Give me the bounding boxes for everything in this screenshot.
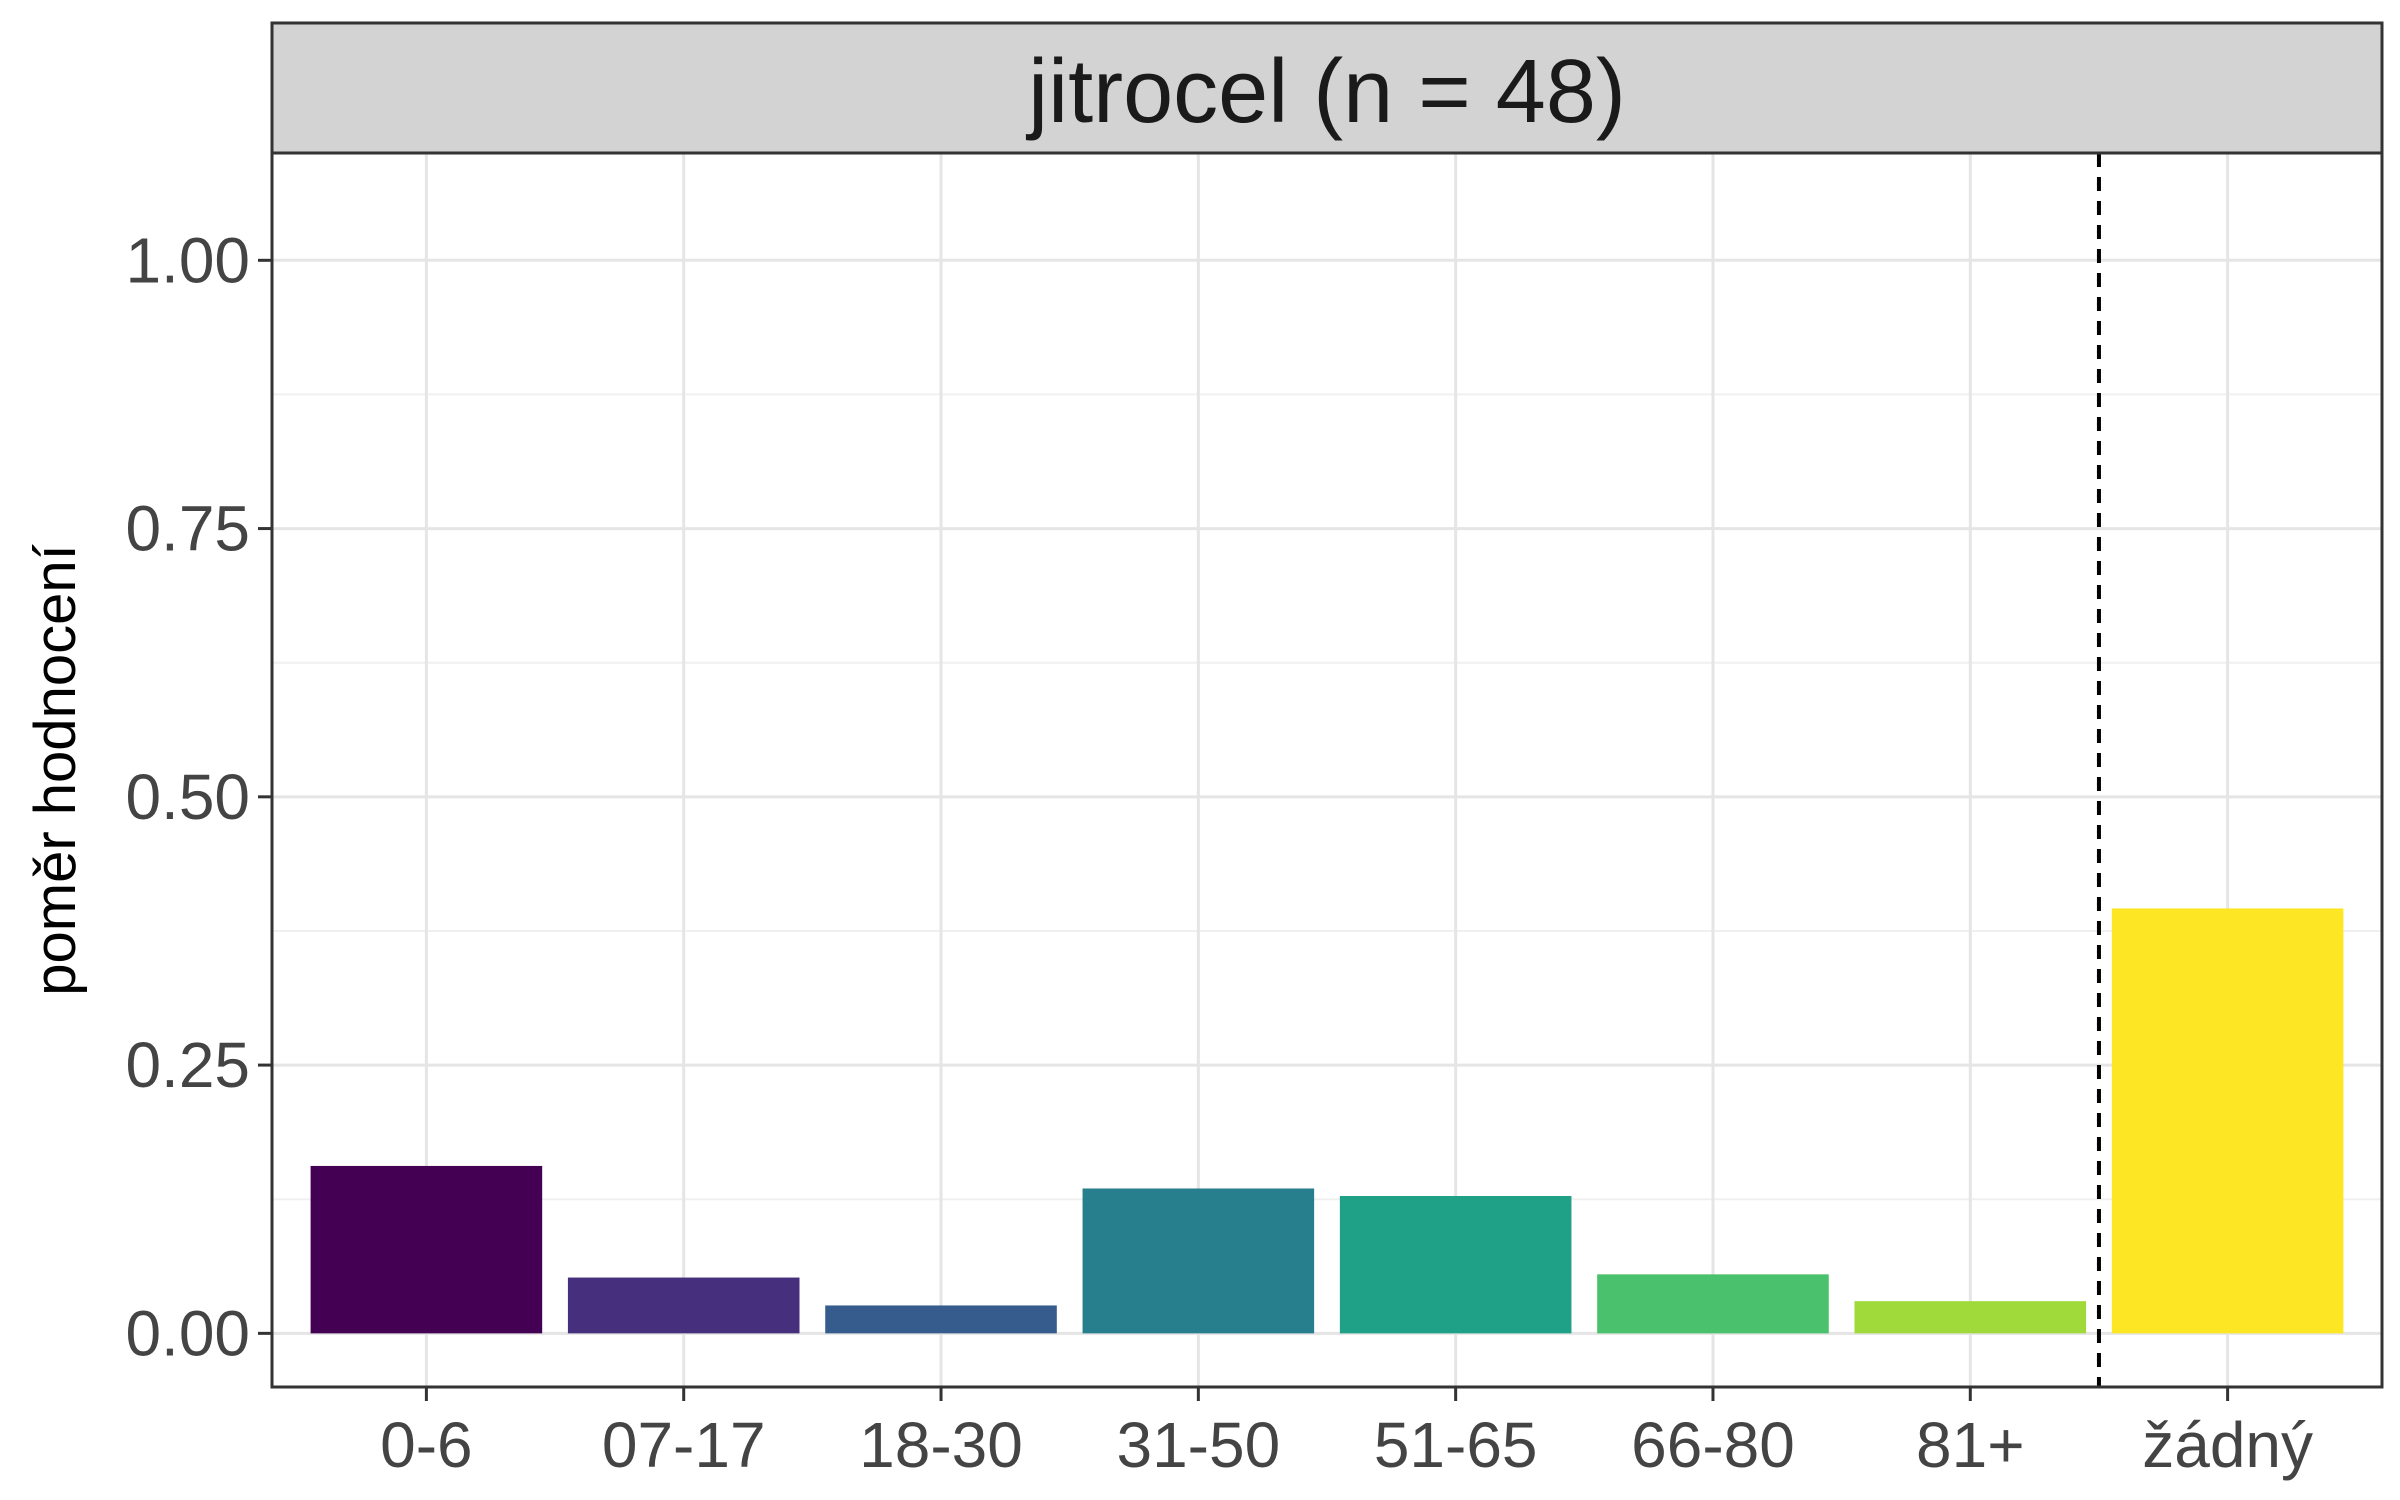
y-tick-label: 0.25 (125, 1029, 250, 1101)
bar-07-17 (567, 1277, 800, 1334)
x-tick-label: 51-65 (1374, 1409, 1538, 1481)
x-tick-label: 07-17 (602, 1409, 766, 1481)
y-tick-label: 0.50 (125, 761, 250, 833)
bar-18-30 (825, 1305, 1057, 1334)
facet-title: jitrocel (n = 48) (1025, 42, 1626, 142)
bar-0-6 (310, 1165, 543, 1334)
y-tick-label: 0.00 (125, 1297, 250, 1369)
bar-žádný (2111, 908, 2344, 1334)
facet-strip (270, 21, 2384, 155)
x-tick-label: 31-50 (1116, 1409, 1280, 1481)
bars (310, 908, 2344, 1334)
x-tick-label: žádný (2142, 1409, 2313, 1481)
y-tick-label: 1.00 (125, 224, 250, 296)
x-tick-label: 66-80 (1631, 1409, 1795, 1481)
x-tick-label: 81+ (1916, 1409, 2025, 1481)
bar-81+ (1854, 1301, 2087, 1334)
x-tick-label: 0-6 (380, 1409, 473, 1481)
panel-border (270, 151, 2384, 1389)
gridlines (272, 153, 2382, 1387)
bar-51-65 (1339, 1195, 1572, 1334)
y-tick-label: 0.75 (125, 493, 250, 565)
y-axis: 0.00 0.25 0.50 0.75 1.00 (125, 224, 272, 1369)
x-axis: 0-6 07-17 18-30 31-50 51-65 66-80 81+ žádný (380, 1387, 2313, 1481)
y-axis-title: poměr hodnocení (23, 544, 88, 995)
bar-66-80 (1597, 1274, 1829, 1334)
bar-31-50 (1082, 1188, 1315, 1334)
x-tick-label: 18-30 (859, 1409, 1023, 1481)
